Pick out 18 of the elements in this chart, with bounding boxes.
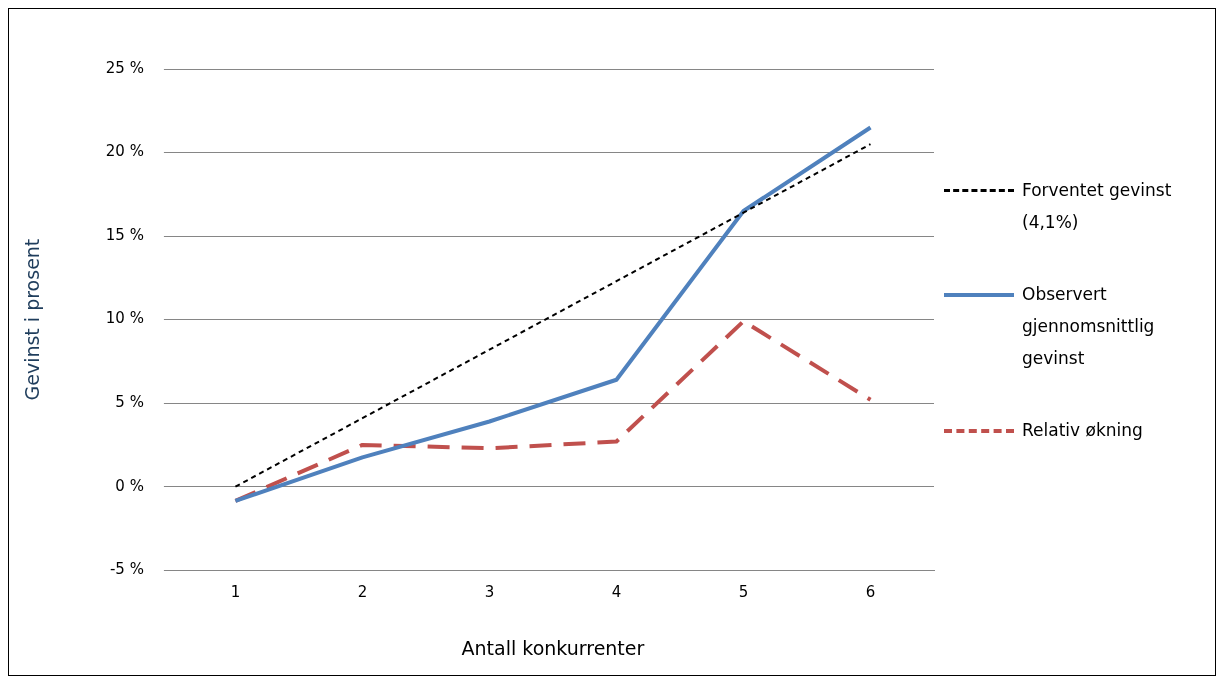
y-tick-label: 5 %	[115, 393, 144, 412]
x-tick-label: 1	[230, 583, 241, 602]
x-tick-label: 4	[611, 583, 622, 602]
x-tick-label: 3	[484, 583, 495, 602]
y-axis-title: Gevinst i prosent	[21, 238, 44, 401]
x-tick-label: 2	[357, 583, 368, 602]
y-tick-label: 15 %	[105, 225, 144, 244]
x-tick-label: 6	[865, 583, 876, 602]
y-tick-label: 25 %	[105, 58, 144, 77]
y-tick-label: 0 %	[115, 476, 144, 495]
legend-label: Observert gjennomsnittlig gevinst	[1022, 283, 1156, 370]
x-tick-label: 5	[738, 583, 749, 602]
y-tick-label: 20 %	[105, 142, 144, 161]
y-tick-label: -5 %	[109, 560, 144, 579]
x-axis-title: Antall konkurrenter	[461, 636, 645, 659]
legend-label: Relativ økning	[1022, 419, 1144, 442]
y-tick-label: 10 %	[105, 309, 144, 328]
legend-label: Forventet gevinst (4,1%)	[1022, 179, 1173, 234]
